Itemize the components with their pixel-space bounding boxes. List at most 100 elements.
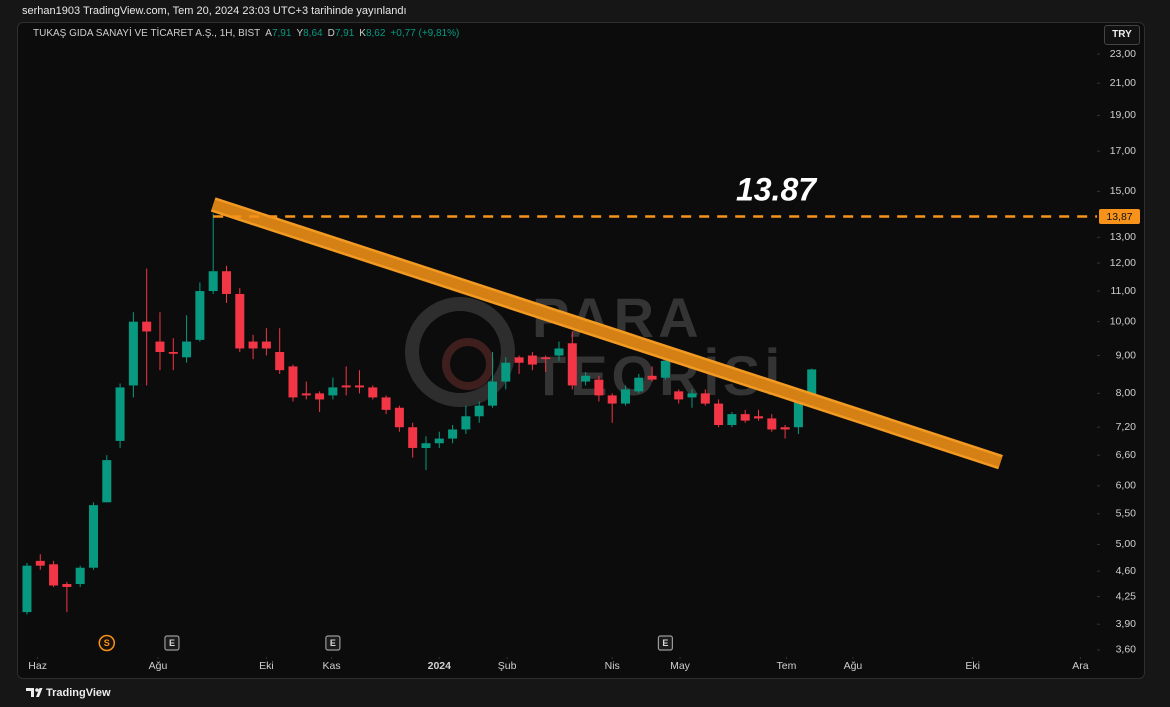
event-marker xyxy=(98,634,116,652)
candle-body xyxy=(807,369,817,398)
symbol-legend: TUKAŞ GIDA SANAYİ VE TİCARET A.Ş., 1H, B… xyxy=(33,28,459,39)
y-tick-label: 3,90 xyxy=(1116,618,1137,630)
y-tick-label: 4,25 xyxy=(1116,590,1137,602)
candle-body xyxy=(700,393,710,404)
watermark-logo xyxy=(405,297,515,407)
y-tick-label: 5,00 xyxy=(1116,538,1137,550)
y-tick-label: 13,00 xyxy=(1110,231,1136,243)
event-label: E xyxy=(169,638,175,648)
candle-body xyxy=(620,389,630,404)
candle-body xyxy=(541,357,551,360)
candle-body xyxy=(501,362,511,382)
legend-key: A xyxy=(265,28,272,39)
candle-body xyxy=(607,395,617,404)
candle-body xyxy=(155,341,165,352)
candle-body xyxy=(288,366,298,398)
event-label: E xyxy=(662,638,668,648)
candle-body xyxy=(328,387,338,396)
candle-body xyxy=(62,584,72,587)
brand-logo xyxy=(35,688,39,692)
candle-body xyxy=(527,355,537,365)
candle-body xyxy=(660,360,670,378)
x-tick-label: Ara xyxy=(1072,660,1089,672)
candle-body xyxy=(461,416,471,430)
x-tick-label: Kas xyxy=(323,660,341,672)
x-tick-label: 2024 xyxy=(428,660,452,672)
candle-body xyxy=(674,391,684,400)
candle-body xyxy=(514,357,524,363)
candle-body xyxy=(487,381,497,406)
y-tick-label: 17,00 xyxy=(1110,145,1136,157)
event-label: E xyxy=(330,638,336,648)
candle-body xyxy=(727,414,737,426)
event-marker xyxy=(325,635,341,651)
y-tick-label: 3,60 xyxy=(1116,644,1137,656)
candle-body xyxy=(315,393,325,400)
candle-body xyxy=(434,438,444,444)
event-marker xyxy=(657,635,673,651)
candle-body xyxy=(474,405,484,417)
candle-body xyxy=(394,407,404,428)
event-label: S xyxy=(104,638,110,648)
y-tick-label: 4,60 xyxy=(1116,565,1137,577)
price-label: 13,87 xyxy=(1106,211,1132,223)
x-tick-label: Ağu xyxy=(844,660,863,672)
legend-value: 8,62 xyxy=(365,28,386,39)
candle-body xyxy=(235,293,245,349)
x-tick-label: Şub xyxy=(498,660,517,672)
candle-body xyxy=(275,351,285,371)
candle-body xyxy=(594,379,604,396)
legend-value: +0,77 (+9,81%) xyxy=(390,28,460,39)
y-tick-label: 6,00 xyxy=(1116,480,1137,492)
candle-body xyxy=(754,416,764,419)
y-tick-label: 7,20 xyxy=(1116,421,1137,433)
currency-button[interactable]: TRY xyxy=(1104,25,1140,45)
candle-body xyxy=(381,397,391,410)
candle-body xyxy=(780,427,790,430)
y-tick-label: 8,00 xyxy=(1116,387,1137,399)
candle-body xyxy=(195,291,205,340)
candle-body xyxy=(647,375,657,380)
candle-body xyxy=(740,414,750,421)
candle-body xyxy=(182,341,192,358)
y-tick-label: 5,50 xyxy=(1116,508,1137,520)
candle-body xyxy=(634,377,644,392)
candle-body xyxy=(687,393,697,398)
candle-body xyxy=(301,393,311,396)
x-tick-label: Eki xyxy=(965,660,980,672)
legend-key: K xyxy=(359,28,366,39)
candle-body xyxy=(168,351,178,354)
candle-body xyxy=(408,427,418,448)
y-tick-label: 23,00 xyxy=(1110,48,1136,60)
candle-body xyxy=(208,271,218,292)
y-tick-label: 9,00 xyxy=(1116,349,1137,361)
candle-body xyxy=(261,341,271,349)
candle-body xyxy=(248,341,258,349)
event-marker xyxy=(164,635,180,651)
x-tick-label: Ağu xyxy=(149,660,168,672)
candle-body xyxy=(115,387,125,441)
candle-body xyxy=(554,348,564,356)
candle-body xyxy=(448,429,458,439)
legend-key: D xyxy=(327,28,335,39)
legend-value: 7,91 xyxy=(271,28,292,39)
symbol-title: TUKAŞ GIDA SANAYİ VE TİCARET A.Ş., 1H, B… xyxy=(33,28,261,39)
candle-body xyxy=(102,460,112,503)
candle-body xyxy=(354,385,364,388)
x-tick-label: Eki xyxy=(259,660,274,672)
candle-body xyxy=(221,271,231,294)
chart-panel xyxy=(17,22,1145,679)
y-tick-label: 12,00 xyxy=(1110,257,1136,269)
watermark-logo xyxy=(442,338,494,390)
brand-name: TradingView xyxy=(46,687,111,699)
candle-body xyxy=(142,321,152,332)
x-tick-label: Tem xyxy=(777,660,797,672)
trendline xyxy=(211,199,1003,467)
brand-logo xyxy=(26,688,43,697)
y-tick-label: 15,00 xyxy=(1110,185,1136,197)
candle-body xyxy=(581,375,591,382)
candle-body xyxy=(22,565,32,613)
x-tick-label: Haz xyxy=(28,660,47,672)
